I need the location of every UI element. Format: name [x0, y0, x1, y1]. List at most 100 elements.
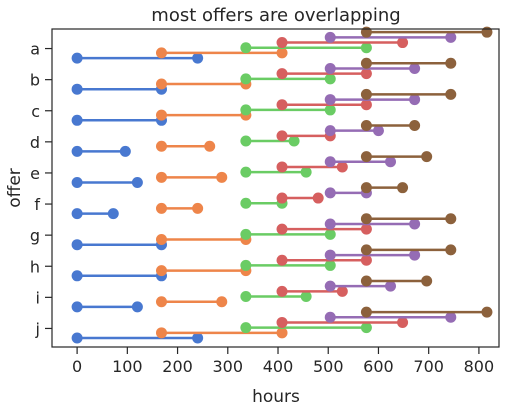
interval-start-f-5 [324, 187, 336, 199]
interval-start-j-2 [155, 327, 167, 339]
y-tick-label-i: i [36, 288, 40, 307]
x-tick-label-0: 0 [72, 357, 82, 376]
x-tick-label-300: 300 [213, 357, 244, 376]
interval-end-h-3 [324, 259, 336, 271]
interval-end-d-6 [409, 119, 421, 131]
interval-end-c-3 [324, 104, 336, 116]
interval-start-c-2 [155, 109, 167, 121]
y-tick-label-b: b [30, 71, 40, 90]
interval-start-d-1 [71, 145, 83, 157]
interval-end-a-1 [192, 52, 204, 64]
interval-start-g-5 [324, 218, 336, 230]
interval-end-b-4 [360, 68, 372, 80]
plot-area [71, 26, 493, 344]
interval-end-i-2 [216, 296, 228, 308]
x-tick-label-200: 200 [162, 357, 193, 376]
interval-start-b-1 [71, 83, 83, 95]
interval-end-j-6 [481, 306, 493, 318]
interval-start-c-4 [276, 99, 288, 111]
interval-start-a-5 [324, 31, 336, 43]
y-tick-label-a: a [30, 40, 40, 59]
interval-start-e-4 [276, 161, 288, 173]
interval-start-d-2 [155, 140, 167, 152]
interval-end-g-3 [324, 228, 336, 240]
interval-end-g-4 [360, 223, 372, 235]
interval-start-j-5 [324, 311, 336, 323]
interval-end-g-5 [409, 218, 421, 230]
interval-end-g-6 [445, 213, 457, 225]
interval-end-e-1 [131, 177, 143, 188]
interval-end-f-1 [107, 208, 119, 220]
x-axis: 0 100 200 300 400 500 600 700 800 [72, 347, 494, 376]
interval-end-b-5 [409, 62, 421, 74]
interval-start-g-6 [360, 213, 372, 225]
interval-end-j-3 [360, 322, 372, 334]
interval-start-i-4 [276, 285, 288, 297]
interval-end-a-2 [276, 47, 288, 59]
interval-start-d-4 [276, 130, 288, 142]
interval-end-d-5 [372, 125, 384, 137]
interval-end-a-5 [445, 31, 457, 43]
interval-start-g-1 [71, 239, 83, 251]
interval-start-h-2 [155, 265, 167, 277]
interval-start-g-2 [155, 234, 167, 246]
interval-start-h-6 [360, 244, 372, 256]
interval-start-j-3 [240, 322, 252, 334]
y-axis-label: offer [5, 168, 25, 208]
interval-end-b-3 [324, 73, 336, 85]
interval-end-j-2 [276, 327, 288, 339]
interval-end-j-1 [192, 332, 204, 344]
x-axis-label: hours [252, 387, 300, 407]
interval-start-i-2 [155, 296, 167, 308]
interval-start-i-5 [324, 280, 336, 292]
interval-start-h-4 [276, 254, 288, 266]
interval-end-f-4 [312, 192, 324, 204]
interval-start-c-3 [240, 104, 252, 116]
interval-start-h-3 [240, 259, 252, 271]
interval-start-f-4 [276, 192, 288, 204]
interval-end-a-6 [481, 26, 493, 38]
interval-end-e-3 [300, 166, 312, 178]
x-tick-label-100: 100 [112, 357, 143, 376]
y-tick-label-e: e [30, 164, 40, 183]
interval-start-f-2 [155, 202, 167, 214]
interval-start-b-6 [360, 57, 372, 69]
interval-start-d-5 [324, 125, 336, 137]
chart-title: most offers are overlapping [151, 5, 400, 26]
interval-start-e-6 [360, 151, 372, 163]
interval-start-j-1 [71, 332, 83, 344]
interval-end-i-3 [300, 291, 312, 303]
interval-end-h-5 [409, 249, 421, 261]
interval-start-j-4 [276, 316, 288, 328]
interval-start-g-3 [240, 228, 252, 240]
interval-end-j-4 [397, 316, 409, 328]
y-tick-label-f: f [34, 195, 40, 214]
interval-end-i-1 [131, 301, 143, 313]
interval-start-g-4 [276, 223, 288, 235]
interval-start-j-6 [360, 306, 372, 318]
interval-start-e-2 [155, 171, 167, 183]
interval-start-h-5 [324, 249, 336, 261]
interval-end-e-4 [336, 161, 348, 173]
interval-end-h-4 [360, 254, 372, 266]
interval-end-d-3 [288, 135, 300, 147]
interval-end-f-2 [192, 202, 204, 214]
x-tick-label-500: 500 [313, 357, 344, 376]
interval-start-e-1 [71, 177, 83, 188]
interval-end-c-5 [409, 94, 421, 106]
interval-start-h-1 [71, 270, 83, 282]
interval-start-f-6 [360, 182, 372, 194]
interval-start-b-2 [155, 78, 167, 90]
interval-end-d-2 [204, 140, 216, 152]
y-tick-label-g: g [30, 226, 40, 245]
interval-start-d-6 [360, 119, 372, 131]
x-tick-label-800: 800 [464, 357, 495, 376]
interval-start-i-6 [360, 275, 372, 287]
interval-start-a-1 [71, 52, 83, 64]
interval-start-a-2 [155, 47, 167, 59]
interval-start-e-5 [324, 156, 336, 168]
interval-start-f-1 [71, 208, 83, 220]
interval-end-c-6 [445, 88, 457, 100]
interval-end-h-6 [445, 244, 457, 256]
